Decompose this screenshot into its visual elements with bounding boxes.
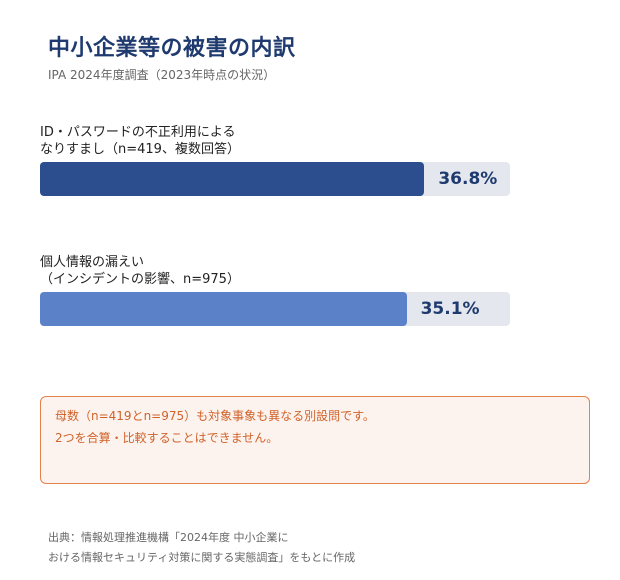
chart-title: 中小企業等の被害の内訳 bbox=[48, 36, 296, 61]
bar-group-1: 個人情報の漏えい （インシデントの影響、n=975） 35.1% bbox=[40, 254, 510, 326]
bar-label-1-line1: 個人情報の漏えい bbox=[40, 255, 145, 270]
bar-track-1: 35.1% bbox=[40, 292, 510, 326]
bar-value-label-1: 35.1% bbox=[420, 299, 480, 319]
caution-note-line1: 母数（n=419とn=975）も対象事象も異なる別設問です。 bbox=[55, 409, 375, 423]
bar-1 bbox=[40, 292, 407, 326]
source-line1: 出典：情報処理推進機構「2024年度 中小企業に bbox=[48, 531, 289, 544]
source-line2: おける情報セキュリティ対策に関する実態調査」をもとに作成 bbox=[48, 551, 356, 564]
bar-value-label-0: 36.8% bbox=[438, 169, 498, 189]
source-citation: 出典：情報処理推進機構「2024年度 中小企業に おける情報セキュリティ対策に関… bbox=[48, 528, 355, 568]
caution-note: 母数（n=419とn=975）も対象事象も異なる別設問です。 2つを合算・比較す… bbox=[40, 396, 590, 484]
bar-group-0: ID・パスワードの不正利用による なりすまし（n=419、複数回答） 36.8% bbox=[40, 124, 510, 196]
bar-label-0-line2: なりすまし（n=419、複数回答） bbox=[40, 142, 240, 157]
bar-track-0: 36.8% bbox=[40, 162, 510, 196]
bar-label-0-line1: ID・パスワードの不正利用による bbox=[40, 125, 236, 140]
caution-note-line2: 2つを合算・比較することはできません。 bbox=[55, 431, 279, 445]
bar-label-1-line2: （インシデントの影響、n=975） bbox=[40, 272, 240, 287]
chart-subtitle: IPA 2024年度調査（2023年時点の状況） bbox=[48, 68, 276, 82]
bar-0 bbox=[40, 162, 425, 196]
